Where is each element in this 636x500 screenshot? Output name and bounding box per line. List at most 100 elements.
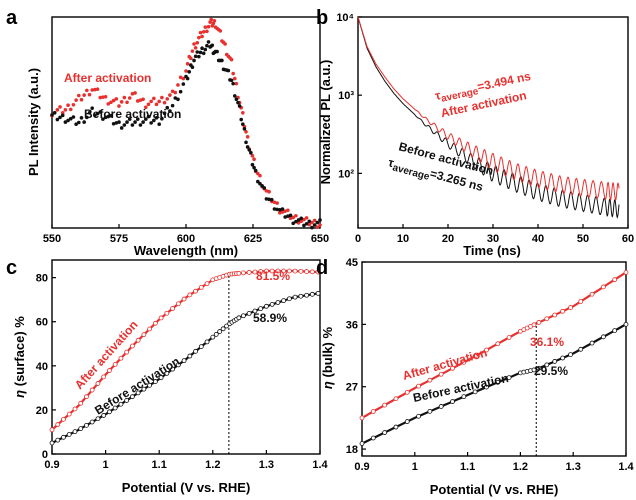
before-activation-point <box>275 300 281 305</box>
before-activation-point <box>90 106 94 110</box>
before-activation-point <box>187 70 192 74</box>
after-activation-point <box>77 93 81 98</box>
panel-a-after-label: After activation <box>64 71 151 85</box>
ytick-label: 0 <box>42 449 48 461</box>
after-activation-point <box>294 213 298 218</box>
after-activation-point <box>107 368 112 373</box>
before-activation-point <box>203 47 208 52</box>
before-activation-point <box>506 375 512 381</box>
after-activation-point <box>212 18 217 23</box>
before-activation-point <box>416 413 421 419</box>
before-activation-point <box>119 126 124 130</box>
xtick-label: 1.2 <box>205 459 220 471</box>
after-activation-point <box>292 268 298 274</box>
before-activation-point <box>205 43 209 48</box>
before-activation-point <box>135 390 141 396</box>
after-activation-point <box>252 269 258 275</box>
xtick-label: 40 <box>532 233 544 245</box>
after-activation-point <box>275 268 281 274</box>
after-activation-point <box>154 102 159 107</box>
before-activation-point <box>170 366 176 372</box>
before-activation-point <box>252 165 256 170</box>
after-activation-point <box>203 25 208 29</box>
after-activation-point <box>241 270 246 276</box>
before-activation-point <box>204 339 210 345</box>
after-activation-point <box>74 98 78 102</box>
before-activation-point <box>275 207 279 212</box>
before-activation-point <box>158 375 164 381</box>
after-activation-point <box>484 347 489 353</box>
after-activation-point <box>291 215 296 220</box>
after-activation-point <box>416 383 421 389</box>
before-activation-point <box>66 118 70 123</box>
panel-letter-c: c <box>6 257 17 279</box>
before-activation-point <box>246 310 252 316</box>
before-activation-point <box>85 115 89 120</box>
before-activation-point <box>135 117 140 121</box>
panel-c-xlabel: Potential (V vs. RHE) <box>122 480 251 495</box>
before-activation-point <box>129 394 135 400</box>
before-activation-point <box>560 355 566 361</box>
before-activation-point <box>198 344 204 350</box>
before-activation-point <box>60 113 65 118</box>
after-activation-point <box>135 337 141 343</box>
ytick-label: 40 <box>36 361 48 373</box>
before-activation-point <box>164 370 170 376</box>
panel-a-xticks: 550 575 600 625 650 <box>43 224 329 245</box>
before-activation-point <box>264 197 269 201</box>
before-activation-point <box>309 291 315 297</box>
before-activation-point <box>50 113 54 117</box>
after-activation-point <box>245 135 250 139</box>
after-activation-point <box>149 99 153 104</box>
before-activation-point <box>71 115 76 119</box>
after-activation-point <box>450 365 455 371</box>
after-activation-point <box>472 353 478 359</box>
panel-letter-d: d <box>316 257 328 279</box>
before-activation-point <box>55 117 60 122</box>
after-activation-point <box>106 102 111 106</box>
before-activation-point <box>61 434 66 440</box>
xtick-label: 1.4 <box>312 459 328 471</box>
after-activation-point <box>623 269 629 275</box>
before-activation-point <box>288 213 293 218</box>
before-activation-point <box>187 353 193 359</box>
after-activation-point <box>160 95 164 100</box>
before-activation-point <box>146 114 151 119</box>
panel-d-ylabel: η (bulk) % <box>320 327 335 390</box>
xtick-label: 1.2 <box>513 461 528 473</box>
after-activation-point <box>190 49 195 53</box>
before-activation-point <box>178 89 183 94</box>
after-activation-point <box>185 62 190 66</box>
before-activation-point <box>531 367 537 373</box>
xtick-label: 1.1 <box>460 461 475 473</box>
after-activation-point <box>85 88 89 93</box>
panel-c-before-value: 58.9% <box>253 311 287 325</box>
before-activation-point <box>299 216 304 221</box>
after-activation-point <box>495 341 501 347</box>
before-activation-point <box>359 441 365 446</box>
before-activation-point <box>247 148 252 152</box>
after-activation-point <box>55 422 61 427</box>
after-activation-point <box>98 95 103 100</box>
before-activation-point <box>220 58 224 63</box>
before-activation-point <box>74 122 78 126</box>
before-activation-point <box>237 104 242 108</box>
after-activation-point <box>258 173 262 178</box>
before-activation-point <box>109 113 113 118</box>
before-activation-point <box>200 46 204 51</box>
after-activation-point <box>382 402 388 408</box>
before-activation-point <box>198 50 203 55</box>
before-activation-point <box>165 105 170 110</box>
before-activation-point <box>147 382 153 388</box>
after-activation-point <box>195 40 200 45</box>
before-activation-point <box>231 81 235 86</box>
xtick-label: 625 <box>244 233 262 245</box>
before-activation-point <box>461 394 467 400</box>
after-activation-point <box>178 75 183 80</box>
before-activation-point <box>404 419 410 424</box>
before-activation-point <box>141 386 147 392</box>
after-activation-point <box>589 291 595 297</box>
after-activation-point <box>193 288 198 294</box>
before-activation-point <box>173 96 178 100</box>
panel-d-yticks: 18 27 36 45 <box>346 257 366 456</box>
